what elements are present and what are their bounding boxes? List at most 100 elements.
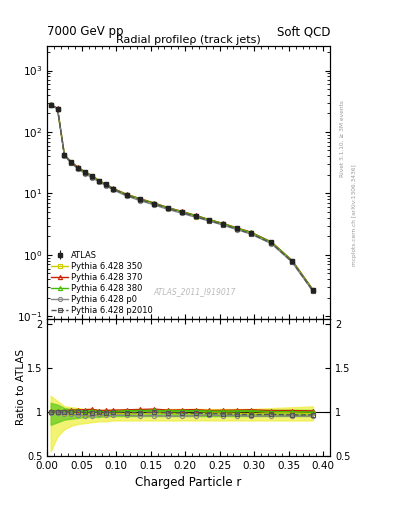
Pythia 6.428 p2010 <box>103 182 108 188</box>
Pythia 6.428 p2010 <box>48 101 53 108</box>
Pythia 6.428 p2010 <box>83 169 88 176</box>
Pythia 6.428 350 <box>48 101 53 108</box>
Line: Pythia 6.428 350: Pythia 6.428 350 <box>48 102 315 292</box>
Line: Pythia 6.428 380: Pythia 6.428 380 <box>48 102 315 292</box>
Pythia 6.428 370 <box>55 105 60 112</box>
Pythia 6.428 380 <box>110 185 115 191</box>
Text: 7000 GeV pp: 7000 GeV pp <box>47 26 124 38</box>
Pythia 6.428 p2010 <box>290 259 294 265</box>
Pythia 6.428 p0 <box>221 222 226 228</box>
Pythia 6.428 p2010 <box>179 209 184 216</box>
Pythia 6.428 p0 <box>310 288 315 294</box>
Pythia 6.428 p0 <box>83 170 88 177</box>
Pythia 6.428 p2010 <box>90 174 94 180</box>
Pythia 6.428 380 <box>103 181 108 187</box>
Pythia 6.428 370 <box>310 287 315 293</box>
Pythia 6.428 p0 <box>76 166 81 172</box>
Pythia 6.428 370 <box>165 204 170 210</box>
Pythia 6.428 350 <box>62 153 67 159</box>
Pythia 6.428 350 <box>221 221 226 227</box>
Pythia 6.428 380 <box>90 173 94 179</box>
Pythia 6.428 p0 <box>269 241 274 247</box>
Pythia 6.428 370 <box>124 191 129 197</box>
Pythia 6.428 350 <box>69 160 73 166</box>
Pythia 6.428 370 <box>193 212 198 219</box>
Pythia 6.428 370 <box>76 164 81 170</box>
Pythia 6.428 350 <box>310 287 315 293</box>
Pythia 6.428 p0 <box>179 210 184 217</box>
Text: Rivet 3.1.10, ≥ 3M events: Rivet 3.1.10, ≥ 3M events <box>340 100 345 177</box>
Pythia 6.428 370 <box>290 258 294 264</box>
Pythia 6.428 p0 <box>103 183 108 189</box>
Text: Soft QCD: Soft QCD <box>277 26 330 38</box>
Pythia 6.428 p0 <box>97 179 101 185</box>
Pythia 6.428 370 <box>179 208 184 215</box>
Pythia 6.428 370 <box>69 159 73 165</box>
Pythia 6.428 370 <box>235 225 239 231</box>
Pythia 6.428 380 <box>235 225 239 231</box>
Pythia 6.428 350 <box>124 193 129 199</box>
Pythia 6.428 350 <box>290 258 294 264</box>
Pythia 6.428 p2010 <box>221 222 226 228</box>
Pythia 6.428 p2010 <box>193 214 198 220</box>
Pythia 6.428 p0 <box>124 193 129 199</box>
Pythia 6.428 p2010 <box>76 165 81 171</box>
Pythia 6.428 380 <box>179 208 184 215</box>
Pythia 6.428 p0 <box>248 231 253 237</box>
Pythia 6.428 350 <box>235 226 239 232</box>
Pythia 6.428 370 <box>103 181 108 187</box>
Pythia 6.428 p2010 <box>124 192 129 198</box>
Pythia 6.428 370 <box>97 178 101 184</box>
Title: Radial profileρ (track jets): Radial profileρ (track jets) <box>116 35 261 45</box>
Pythia 6.428 380 <box>290 258 294 264</box>
Pythia 6.428 380 <box>269 239 274 245</box>
Pythia 6.428 p2010 <box>165 205 170 211</box>
Pythia 6.428 380 <box>193 212 198 219</box>
Pythia 6.428 350 <box>103 182 108 188</box>
Pythia 6.428 380 <box>124 191 129 198</box>
Pythia 6.428 370 <box>110 185 115 191</box>
Pythia 6.428 p2010 <box>235 226 239 232</box>
Pythia 6.428 p0 <box>207 218 212 224</box>
Pythia 6.428 p2010 <box>269 240 274 246</box>
Text: ATLAS_2011_I919017: ATLAS_2011_I919017 <box>153 287 235 296</box>
Pythia 6.428 370 <box>248 229 253 235</box>
Pythia 6.428 350 <box>193 214 198 220</box>
Pythia 6.428 p0 <box>235 226 239 232</box>
Pythia 6.428 370 <box>83 169 88 175</box>
Pythia 6.428 370 <box>221 220 226 226</box>
Pythia 6.428 p0 <box>193 214 198 220</box>
Pythia 6.428 370 <box>207 217 212 223</box>
Text: mcplots.cern.ch [arXiv:1306.3436]: mcplots.cern.ch [arXiv:1306.3436] <box>352 164 357 266</box>
Legend: ATLAS, Pythia 6.428 350, Pythia 6.428 370, Pythia 6.428 380, Pythia 6.428 p0, Py: ATLAS, Pythia 6.428 350, Pythia 6.428 37… <box>50 249 155 316</box>
Pythia 6.428 p0 <box>69 160 73 166</box>
Y-axis label: Ratio to ATLAS: Ratio to ATLAS <box>16 349 26 425</box>
Pythia 6.428 370 <box>48 101 53 108</box>
Pythia 6.428 380 <box>55 105 60 112</box>
Pythia 6.428 350 <box>76 165 81 172</box>
Pythia 6.428 370 <box>152 200 156 206</box>
Pythia 6.428 p2010 <box>152 201 156 207</box>
Pythia 6.428 350 <box>269 240 274 246</box>
Pythia 6.428 380 <box>62 152 67 158</box>
Pythia 6.428 p0 <box>290 259 294 265</box>
Pythia 6.428 380 <box>138 196 143 202</box>
X-axis label: Charged Particle r: Charged Particle r <box>136 476 242 489</box>
Pythia 6.428 350 <box>179 209 184 216</box>
Pythia 6.428 p2010 <box>138 197 143 203</box>
Pythia 6.428 p0 <box>55 106 60 112</box>
Pythia 6.428 380 <box>310 287 315 293</box>
Pythia 6.428 380 <box>48 101 53 108</box>
Pythia 6.428 380 <box>165 205 170 211</box>
Pythia 6.428 p0 <box>165 206 170 212</box>
Pythia 6.428 350 <box>83 170 88 176</box>
Pythia 6.428 350 <box>90 174 94 180</box>
Line: Pythia 6.428 370: Pythia 6.428 370 <box>48 102 315 292</box>
Pythia 6.428 p2010 <box>55 105 60 112</box>
Pythia 6.428 350 <box>97 178 101 184</box>
Pythia 6.428 350 <box>165 205 170 211</box>
Pythia 6.428 350 <box>207 217 212 223</box>
Pythia 6.428 p2010 <box>207 218 212 224</box>
Pythia 6.428 370 <box>62 152 67 158</box>
Pythia 6.428 380 <box>152 200 156 206</box>
